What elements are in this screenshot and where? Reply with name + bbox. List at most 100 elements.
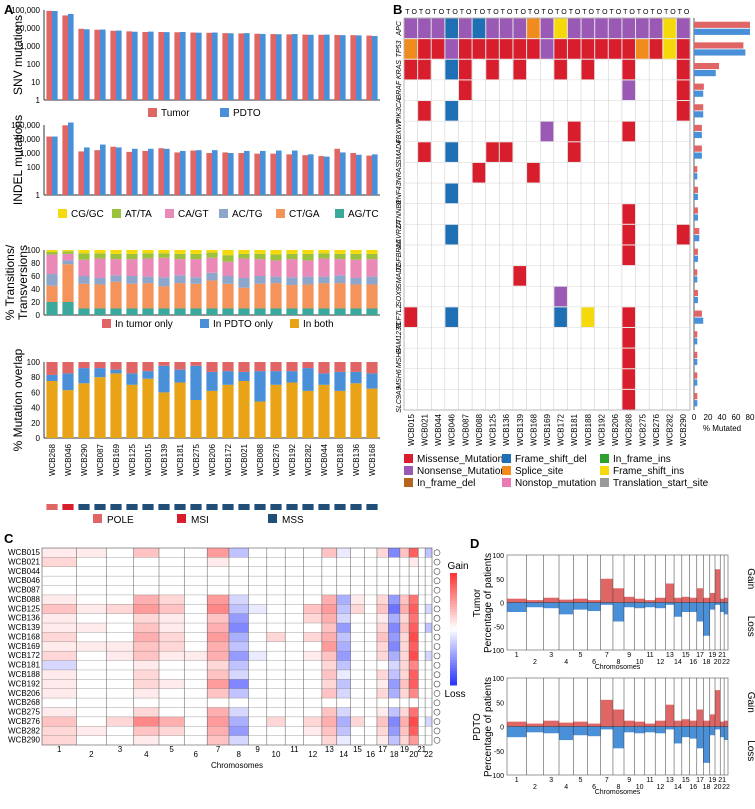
indel-bar-pdto <box>324 156 330 195</box>
overlap-bar-segment <box>334 362 346 372</box>
d-chrom-label: 3 <box>549 777 553 784</box>
heatmap-cell <box>266 632 286 642</box>
snv-bar-pdto <box>84 29 90 100</box>
overlap-y-tick: 60 <box>31 388 40 397</box>
mutation-cell <box>418 59 431 80</box>
header-t: T <box>528 9 533 16</box>
mutation-cell <box>663 39 676 59</box>
d-loss-label: Loss <box>745 616 755 637</box>
overlap-bar-segment <box>158 365 170 393</box>
pdto-loss-area <box>689 726 697 739</box>
spectrum-bar-segment <box>334 275 346 284</box>
indel-bar-tumor <box>126 151 132 195</box>
heatmap-cell <box>388 623 400 633</box>
overlap-bar-segment <box>110 362 122 370</box>
spectrum-bar-segment <box>222 283 234 309</box>
heatmap-cell <box>228 716 249 727</box>
overlap-legend-item: In tumor only <box>115 319 173 330</box>
heatmap-cell <box>133 613 159 624</box>
mutation-cell <box>445 18 458 39</box>
status-cell <box>270 504 282 510</box>
heatmap-cell <box>106 623 134 633</box>
mutation-cell <box>676 80 690 101</box>
heatmap-cell <box>350 669 365 680</box>
heatmap-cell <box>159 651 185 661</box>
d-chrom-label: 13 <box>666 777 674 784</box>
pdto-gain-area <box>644 723 656 727</box>
heatmap-cell <box>207 688 229 699</box>
gene-label: MSH3 <box>396 349 403 369</box>
spectrum-bar-segment <box>190 283 202 309</box>
overlap-bar-segment <box>174 382 186 438</box>
d-y-tick: -50 <box>494 749 504 756</box>
heatmap-cell <box>76 623 107 633</box>
spectrum-bar-segment <box>302 260 314 277</box>
heatmap-cell <box>248 594 267 605</box>
pdto-gain-area <box>655 720 666 727</box>
pdto-gain-area <box>559 722 574 727</box>
snv-y-tick: 1,000 <box>20 42 41 51</box>
tumor-loss-area <box>674 602 682 617</box>
tumor-loss-area <box>689 602 697 612</box>
heatmap-cell <box>106 566 134 577</box>
header-o: O <box>466 9 472 16</box>
spectrum-bar-segment <box>78 308 90 315</box>
gene-label: RNF43 <box>396 182 403 204</box>
snv-bar-pdto <box>356 35 362 100</box>
header-t: T <box>460 9 465 16</box>
heatmap-cell <box>207 726 229 736</box>
status-cell <box>174 504 186 510</box>
colorbar-loss-label: Loss <box>444 689 465 700</box>
heatmap-cell <box>364 585 377 595</box>
header-o: O <box>575 9 581 16</box>
heatmap-cell <box>106 576 134 586</box>
d-chrom-label: 11 <box>646 777 653 784</box>
spectrum-bar-segment <box>126 308 138 315</box>
d-y-tick: 0 <box>500 725 504 732</box>
heatmap-cell <box>388 557 400 567</box>
heatmap-cell <box>42 651 77 661</box>
heatmap-cell <box>364 716 377 727</box>
snv-bar-tumor <box>126 31 132 100</box>
indel-bar-tumor <box>222 152 228 195</box>
heatmap-cell <box>321 726 337 736</box>
colorbar-segment <box>450 643 457 647</box>
overlap-bar-segment <box>94 362 106 369</box>
tumor-gain-area <box>689 597 697 603</box>
heatmap-cell <box>303 660 322 670</box>
heatmap-cell <box>409 669 419 680</box>
heatmap-cell <box>42 613 77 624</box>
status-cell <box>254 504 266 510</box>
colorbar-segment <box>450 615 457 619</box>
spectrum-bar-segment <box>126 253 138 260</box>
heatmap-cell <box>350 660 365 670</box>
heatmap-cell <box>418 679 426 689</box>
mutation-cell <box>567 142 581 162</box>
d-y-tick: 100 <box>492 553 504 560</box>
colorbar-segment <box>450 603 457 608</box>
spectrum-y-tick: 80 <box>31 259 40 268</box>
heatmap-cell <box>159 707 185 717</box>
heatmap-cell <box>76 688 107 699</box>
pdto-gain-area <box>600 699 613 727</box>
sample-label-b: WCB276 <box>652 413 661 446</box>
spectrum-bar-segment <box>350 253 362 260</box>
heatmap-cell <box>106 585 134 595</box>
d-y-label: Percentage of patients <box>483 677 494 777</box>
spectrum-bar-segment <box>94 284 106 309</box>
overlap-bar-segment <box>366 388 378 438</box>
heatmap-cell <box>336 576 351 586</box>
pct-bar-tumor <box>694 331 698 338</box>
gene-label: SMAD2 <box>396 264 403 288</box>
snv-bar-pdto <box>180 31 186 100</box>
tumor-loss-area <box>573 602 588 610</box>
heatmap-cell <box>376 735 389 745</box>
mutation-cell <box>445 224 458 245</box>
heatmap-cell <box>350 604 365 614</box>
heatmap-cell <box>133 566 159 577</box>
d-group-label: PDTO <box>472 713 483 741</box>
heatmap-cell <box>76 660 107 670</box>
spectrum-bar-segment <box>254 253 266 260</box>
overlap-bar-segment <box>270 362 282 372</box>
status-cell <box>110 504 122 510</box>
